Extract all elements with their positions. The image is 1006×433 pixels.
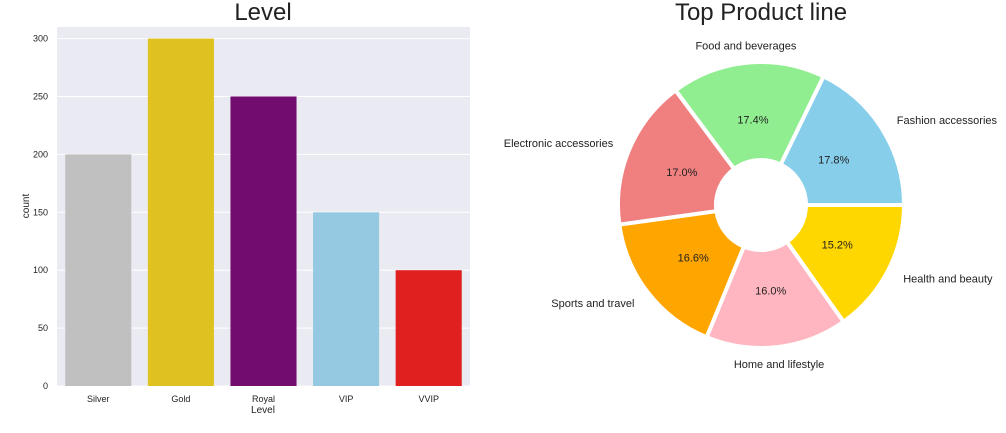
pie-slice-health-and-beauty <box>784 203 906 324</box>
pie-percentage-label: 17.8% <box>818 154 849 166</box>
pie-slice-sports-and-travel <box>617 209 746 340</box>
pie-slice-electronic-accessories <box>616 88 737 227</box>
bar-gold <box>147 38 214 386</box>
bar-x-tick-label: Royal <box>252 394 275 404</box>
bar-x-tick-label: VVIP <box>418 394 439 404</box>
bar-y-tick-label: 0 <box>43 381 48 391</box>
bar-vvip <box>395 270 462 386</box>
bar-vip <box>313 212 380 386</box>
bar-chart-title: Level <box>234 0 291 26</box>
bar-y-tick-label: 250 <box>33 91 48 101</box>
bar-y-tick-label: 100 <box>33 265 48 275</box>
pie-percentage-label: 15.2% <box>822 239 853 251</box>
bar-y-tick-label: 150 <box>33 207 48 217</box>
bar-x-tick-label: VIP <box>339 394 354 404</box>
pie-category-label: Health and beauty <box>903 274 993 286</box>
pie-category-label: Fashion accessories <box>897 115 998 127</box>
pie-category-label: Home and lifestyle <box>734 359 825 371</box>
pie-category-label: Electronic accessories <box>504 138 614 150</box>
pie-percentage-labels: 17.8% 17.4% 17.0% 16.6% 16.0% 15.2% <box>666 115 853 298</box>
bar-series <box>65 38 462 386</box>
pie-category-label: Sports and travel <box>551 298 634 310</box>
pie-slices <box>616 60 906 350</box>
pie-slice-home-and-lifestyle <box>704 239 846 350</box>
pie-slice-food-and-beverages <box>673 60 826 171</box>
bar-royal <box>230 96 297 386</box>
bar-x-ticks: Silver Gold Royal VIP VVIP <box>87 394 439 404</box>
bar-y-tick-label: 300 <box>33 34 48 44</box>
bar-silver <box>65 154 132 386</box>
pie-percentage-label: 17.4% <box>737 115 768 127</box>
bar-y-ticks: 0 50 100 150 200 250 300 <box>33 34 48 391</box>
pie-slice-fashion-accessories <box>778 74 906 207</box>
bar-y-tick-label: 50 <box>38 323 48 333</box>
bar-y-axis-label: count <box>21 194 32 219</box>
bar-y-tick-label: 200 <box>33 149 48 159</box>
pie-category-label: Food and beverages <box>695 41 796 53</box>
pie-category-labels: Fashion accessories Food and beverages Ele… <box>504 41 998 372</box>
pie-chart-title: Top Product line <box>675 0 847 26</box>
pie-percentage-label: 17.0% <box>666 167 697 179</box>
bar-chart-level: 0 50 100 150 200 250 300 Silver Gold Royal VIP VVI… <box>21 0 470 416</box>
bar-x-tick-label: Silver <box>87 394 110 404</box>
bar-x-tick-label: Gold <box>171 394 190 404</box>
bar-x-axis-label: Level <box>251 405 275 416</box>
pie-percentage-label: 16.0% <box>755 285 786 297</box>
pie-percentage-label: 16.6% <box>678 253 709 265</box>
donut-chart-top-product-line: Top Product line 17.8% 17.4% 17.0% 16.6% 16.… <box>504 0 998 371</box>
